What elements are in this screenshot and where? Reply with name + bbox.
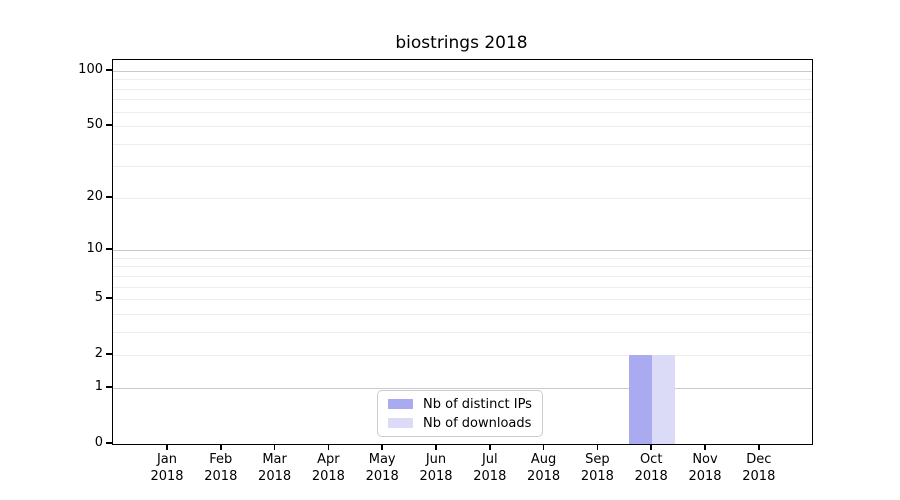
y-tick-5 xyxy=(106,297,112,299)
bar-distinct-ips-oct xyxy=(629,355,653,444)
year-label: 2018 xyxy=(580,468,614,484)
year-label: 2018 xyxy=(634,468,668,484)
x-tick-feb xyxy=(220,444,222,450)
gridline-y8 xyxy=(113,266,812,268)
x-tick-label-sep: Sep 2018 xyxy=(567,452,627,485)
x-tick-label-jan: Jan 2018 xyxy=(137,452,197,485)
year-label: 2018 xyxy=(688,468,722,484)
y-tick-10 xyxy=(106,248,112,250)
x-tick-label-apr: Apr 2018 xyxy=(298,452,358,485)
legend-swatch-downloads xyxy=(388,418,413,428)
plot-area xyxy=(112,59,813,445)
y-tick-2 xyxy=(106,353,112,355)
y-tick-0 xyxy=(106,442,112,444)
x-tick-mar xyxy=(273,444,276,450)
gridline-y10 xyxy=(113,250,812,252)
legend-swatch-distinct-ips xyxy=(388,399,413,409)
year-label: 2018 xyxy=(527,468,561,484)
gridline-y60 xyxy=(113,111,812,113)
x-tick-label-jun: Jun 2018 xyxy=(406,452,466,485)
x-tick-nov xyxy=(704,444,706,450)
y-tick-label-5: 5 xyxy=(94,290,103,306)
gridline-y4 xyxy=(113,313,812,315)
y-tick-label-1: 1 xyxy=(94,378,103,394)
month-label: Jun xyxy=(425,452,447,467)
year-label: 2018 xyxy=(742,468,776,484)
legend-label: Nb of downloads xyxy=(423,415,532,431)
gridline-y3 xyxy=(113,331,812,333)
y-tick-1 xyxy=(106,386,112,388)
month-label: Apr xyxy=(317,452,340,467)
y-tick-label-20: 20 xyxy=(86,188,103,204)
gridline-y70 xyxy=(113,99,812,101)
x-tick-label-oct: Oct 2018 xyxy=(621,452,681,485)
bar-downloads-oct xyxy=(652,355,676,444)
month-label: Feb xyxy=(209,452,233,467)
year-label: 2018 xyxy=(150,468,184,484)
year-label: 2018 xyxy=(204,468,238,484)
gridline-y9 xyxy=(113,257,812,259)
month-label: May xyxy=(368,452,396,467)
month-label: Mar xyxy=(262,452,287,467)
y-tick-label-0: 0 xyxy=(94,435,103,450)
x-tick-label-mar: Mar 2018 xyxy=(245,452,305,485)
gridline-y7 xyxy=(113,275,812,277)
legend-label: Nb of distinct IPs xyxy=(423,396,532,412)
month-label: Nov xyxy=(692,452,718,467)
month-label: Aug xyxy=(530,452,557,467)
y-tick-label-2: 2 xyxy=(94,346,103,362)
gridline-y40 xyxy=(113,143,812,145)
month-label: Oct xyxy=(639,452,663,467)
month-label: Jul xyxy=(481,452,498,467)
gridline-y80 xyxy=(113,88,812,90)
month-label: Sep xyxy=(585,452,610,467)
gridline-y2 xyxy=(113,355,812,357)
x-tick-jul xyxy=(489,444,491,450)
x-tick-sep xyxy=(596,444,599,450)
chart-title: biostrings 2018 xyxy=(395,33,528,53)
x-tick-label-may: May 2018 xyxy=(352,452,412,485)
month-label: Jan xyxy=(156,452,178,467)
x-tick-label-feb: Feb 2018 xyxy=(191,452,251,485)
gridline-y20 xyxy=(113,197,812,199)
gridline-y30 xyxy=(113,166,812,168)
legend-row: Nb of distinct IPs xyxy=(388,396,532,412)
x-tick-label-aug: Aug 2018 xyxy=(514,452,574,485)
x-tick-label-nov: Nov 2018 xyxy=(675,452,735,485)
x-tick-aug xyxy=(542,444,545,450)
y-tick-20 xyxy=(106,196,112,198)
y-tick-label-50: 50 xyxy=(86,117,103,133)
y-tick-label-10: 10 xyxy=(86,241,103,257)
y-tick-100 xyxy=(106,69,112,71)
y-tick-50 xyxy=(106,124,112,126)
year-label: 2018 xyxy=(473,468,507,484)
gridline-y6 xyxy=(113,286,812,288)
gridline-y90 xyxy=(113,79,812,81)
x-tick-oct xyxy=(650,444,652,450)
x-tick-may xyxy=(381,444,383,450)
legend-row: Nb of downloads xyxy=(388,415,532,431)
x-tick-jan xyxy=(166,444,168,450)
x-tick-jun xyxy=(435,444,437,450)
year-label: 2018 xyxy=(311,468,345,484)
gridline-y100 xyxy=(113,71,812,72)
gridline-y5 xyxy=(113,299,812,301)
legend: Nb of distinct IPs Nb of downloads xyxy=(377,390,543,437)
year-label: 2018 xyxy=(365,468,399,484)
month-label: Dec xyxy=(746,452,772,467)
x-tick-label-dec: Dec 2018 xyxy=(729,452,789,485)
x-tick-apr xyxy=(327,444,330,450)
year-label: 2018 xyxy=(258,468,292,484)
year-label: 2018 xyxy=(419,468,453,484)
x-tick-dec xyxy=(758,444,760,450)
x-tick-label-jul: Jul 2018 xyxy=(460,452,520,485)
gridline-y50 xyxy=(113,126,812,128)
gridline-y1 xyxy=(113,387,812,389)
y-tick-label-100: 100 xyxy=(78,62,103,77)
